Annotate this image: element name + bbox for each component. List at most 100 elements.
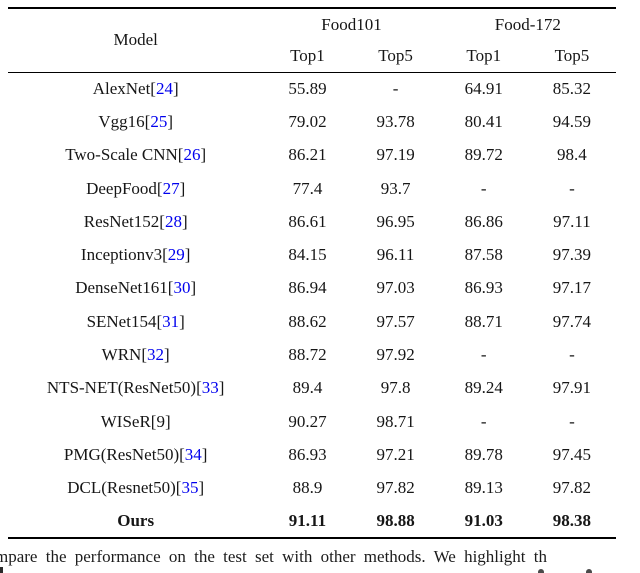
value-cell: 90.27 (288, 411, 327, 431)
value-cell: 87.58 (464, 245, 503, 265)
citation-link[interactable]: 31 (162, 311, 180, 331)
value-cell: - (569, 345, 575, 365)
value-cell: 89.13 (464, 478, 503, 498)
value-cell: 88.62 (288, 311, 327, 331)
table-row: DenseNet161[30] 86.94 97.03 86.93 97.17 (8, 272, 616, 305)
citation-link[interactable]: 26 (183, 145, 201, 165)
table-row: DeepFood[27] 77.4 93.7 - - (8, 172, 616, 205)
citation-link[interactable]: 32 (147, 345, 165, 365)
value-cell: 97.91 (552, 378, 592, 398)
value-cell: 80.41 (464, 111, 503, 131)
column-header-food101-top5: Top5 (378, 45, 413, 65)
value-cell: 79.02 (288, 111, 327, 131)
model-name: WISeR (100, 411, 151, 431)
model-cell: WRN[32] (101, 345, 170, 365)
results-table-figure: Model Food101 Food-172 Top1 Top5 Top1 To… (8, 7, 616, 540)
value-cell: - (569, 411, 575, 431)
value-cell: 89.78 (464, 444, 503, 464)
value-cell: 85.32 (552, 78, 592, 98)
table-caption: mpare the performance on the test set wi… (0, 547, 547, 566)
model-name: NTS-NET(ResNet50) (46, 378, 197, 398)
results-table: Model Food101 Food-172 Top1 Top5 Top1 To… (8, 7, 616, 540)
column-header-food101-top1: Top1 (290, 45, 325, 65)
value-cell: 97.11 (553, 211, 591, 231)
model-cell: DCL(Resnet50)[35] (67, 478, 205, 498)
value-cell: - (480, 345, 487, 365)
model-cell: SENet154[31] (86, 311, 185, 331)
value-cell: 91.03 (464, 511, 503, 530)
table-header: Model Food101 Food-172 Top1 Top5 Top1 To… (8, 8, 616, 72)
citation-link[interactable]: 24 (155, 78, 173, 98)
value-cell: 97.57 (376, 311, 415, 331)
table-row: Inceptionv3[29] 84.15 96.11 87.58 97.39 (8, 238, 616, 271)
citation-link[interactable]: 34 (184, 444, 202, 464)
citation-link[interactable]: 35 (181, 478, 199, 498)
model-cell: Inceptionv3[29] (80, 245, 191, 265)
model-name: DeepFood (86, 178, 157, 198)
value-cell: 89.72 (464, 145, 503, 165)
model-name: PMG(ResNet50) (63, 444, 180, 464)
model-name: SENet154 (86, 311, 157, 331)
value-cell: 93.7 (380, 178, 411, 198)
group-header-row: Model Food101 Food-172 (8, 8, 616, 50)
table-row: DCL(Resnet50)[35] 88.9 97.82 89.13 97.82 (8, 472, 616, 505)
value-cell: 96.11 (376, 245, 415, 265)
citation-link: 9 (156, 411, 165, 431)
value-cell: 97.17 (552, 278, 592, 298)
model-cell: DenseNet161[30] (75, 278, 197, 298)
value-cell: 64.91 (464, 78, 503, 98)
model-cell: AlexNet[24] (92, 78, 179, 98)
value-cell: 89.4 (292, 378, 323, 398)
value-cell: - (480, 411, 487, 431)
table-row: PMG(ResNet50)[34] 86.93 97.21 89.78 97.45 (8, 438, 616, 471)
table-row: ResNet152[28] 86.61 96.95 86.86 97.11 (8, 205, 616, 238)
value-cell: 97.45 (552, 444, 592, 464)
table-row: WRN[32] 88.72 97.92 - - (8, 338, 616, 371)
table-row: Two-Scale CNN[26] 86.21 97.19 89.72 98.4 (8, 139, 616, 172)
value-cell: - (392, 78, 399, 98)
value-cell: 86.61 (288, 211, 327, 231)
value-cell: 97.19 (376, 145, 415, 165)
model-cell: DeepFood[27] (86, 178, 186, 198)
table-row: SENet154[31] 88.62 97.57 88.71 97.74 (8, 305, 616, 338)
model-cell: Two-Scale CNN[26] (65, 145, 207, 165)
citation-link[interactable]: 28 (164, 211, 182, 231)
value-cell: 86.93 (464, 278, 503, 298)
value-cell: 98.88 (376, 511, 415, 530)
table-body: AlexNet[24] 55.89 - 64.91 85.32 Vgg16[25] 79.0… (8, 72, 616, 538)
value-cell: 77.4 (292, 178, 323, 198)
citation-link[interactable]: 33 (201, 378, 219, 398)
value-cell: 97.39 (552, 245, 592, 265)
table-row: AlexNet[24] 55.89 - 64.91 85.32 (8, 72, 616, 105)
model-cell: PMG(ResNet50)[34] (63, 444, 208, 464)
model-name: ResNet152 (83, 211, 160, 231)
clipped-caption-line2-fragment (586, 569, 592, 573)
value-cell: 98.38 (552, 511, 592, 530)
model-name: DenseNet161 (75, 278, 168, 298)
value-cell: 88.72 (288, 345, 327, 365)
column-header-food172-top5: Top5 (554, 45, 590, 65)
clipped-caption-line2-fragment (0, 567, 3, 573)
citation-link[interactable]: 30 (173, 278, 191, 298)
value-cell: 86.86 (464, 211, 503, 231)
value-cell: 97.92 (376, 345, 415, 365)
citation-link[interactable]: 25 (150, 111, 168, 131)
model-cell: Vgg16[25] (98, 111, 173, 131)
table-row: Ours 91.11 98.88 91.03 98.38 (8, 505, 616, 538)
group-header-food172: Food-172 (494, 14, 561, 34)
subheader-row: Top1 Top5 Top1 Top5 (8, 40, 616, 72)
value-cell: 97.74 (552, 311, 592, 331)
model-name: Two-Scale CNN (65, 145, 178, 165)
model-name: AlexNet (92, 78, 151, 98)
table-row: NTS-NET(ResNet50)[33] 89.4 97.8 89.24 97.91 (8, 372, 616, 405)
model-cell: ResNet152[28] (83, 211, 188, 231)
value-cell: 86.93 (288, 444, 327, 464)
value-cell: - (569, 178, 575, 198)
citation-link[interactable]: 29 (167, 245, 185, 265)
citation-link[interactable]: 27 (162, 178, 180, 198)
value-cell: 97.82 (376, 478, 415, 498)
value-cell: 93.78 (376, 111, 415, 131)
value-cell: 89.24 (464, 378, 503, 398)
model-name: DCL(Resnet50) (67, 478, 176, 498)
model-name: Inceptionv3 (80, 245, 163, 265)
